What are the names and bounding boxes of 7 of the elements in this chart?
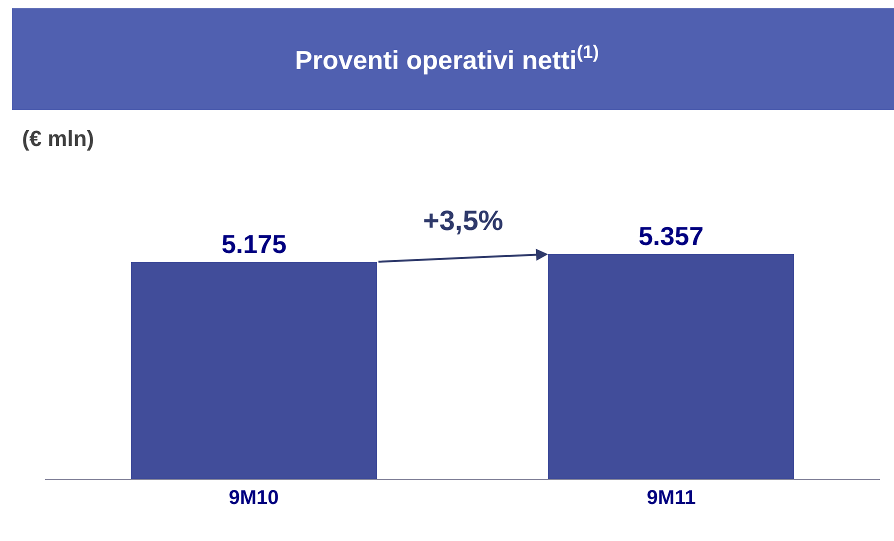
x-tick-label: 9M10 <box>228 487 279 509</box>
chart-title: Proventi operativi netti$^{(1)}$ <box>295 42 599 76</box>
x-tick-label: 9M11 <box>646 487 696 509</box>
y-axis-title: (€ mln) <box>22 126 94 151</box>
data-label: 5.175 <box>221 229 287 259</box>
data-label: 5.357 <box>638 221 704 251</box>
text: +3,5% <box>423 205 504 236</box>
